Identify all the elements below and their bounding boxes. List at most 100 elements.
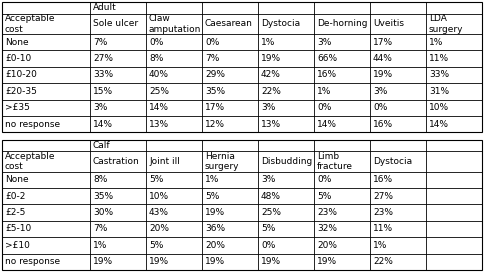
- Text: £10-20: £10-20: [5, 70, 37, 79]
- Text: 13%: 13%: [149, 120, 169, 129]
- Text: Claw
amputation: Claw amputation: [149, 14, 201, 34]
- Text: 33%: 33%: [93, 70, 113, 79]
- Text: 29%: 29%: [205, 70, 225, 79]
- Text: 8%: 8%: [93, 175, 107, 184]
- Text: 11%: 11%: [372, 224, 393, 233]
- Text: Calf: Calf: [93, 141, 110, 150]
- Text: 0%: 0%: [149, 38, 163, 47]
- Text: 0%: 0%: [205, 38, 219, 47]
- Text: 20%: 20%: [149, 224, 168, 233]
- Text: 42%: 42%: [260, 70, 280, 79]
- Text: 3%: 3%: [317, 38, 331, 47]
- Text: None: None: [5, 38, 29, 47]
- Text: Sole ulcer: Sole ulcer: [93, 19, 138, 28]
- Text: 40%: 40%: [149, 70, 168, 79]
- Text: £5-10: £5-10: [5, 224, 31, 233]
- Text: LDA
surgery: LDA surgery: [428, 14, 463, 34]
- Text: 16%: 16%: [317, 70, 336, 79]
- Text: 19%: 19%: [149, 257, 169, 266]
- Text: 17%: 17%: [205, 103, 225, 112]
- Text: 32%: 32%: [317, 224, 336, 233]
- Text: 5%: 5%: [205, 192, 219, 201]
- Text: 33%: 33%: [428, 70, 448, 79]
- Text: 13%: 13%: [260, 120, 281, 129]
- Text: 31%: 31%: [428, 87, 448, 96]
- Text: 1%: 1%: [260, 38, 275, 47]
- Text: Caesarean: Caesarean: [205, 19, 252, 28]
- Text: 7%: 7%: [205, 54, 219, 63]
- Text: 1%: 1%: [428, 38, 442, 47]
- Text: 20%: 20%: [205, 241, 225, 250]
- Text: 0%: 0%: [372, 103, 387, 112]
- Text: 35%: 35%: [93, 192, 113, 201]
- Text: no response: no response: [5, 257, 60, 266]
- Text: Uveitis: Uveitis: [372, 19, 403, 28]
- Text: 0%: 0%: [317, 175, 331, 184]
- Text: 19%: 19%: [260, 54, 281, 63]
- Text: 19%: 19%: [205, 257, 225, 266]
- Text: Adult: Adult: [93, 4, 117, 12]
- Text: 3%: 3%: [93, 103, 107, 112]
- Text: 23%: 23%: [317, 208, 336, 217]
- Text: 8%: 8%: [149, 54, 163, 63]
- Text: >£10: >£10: [5, 241, 30, 250]
- Bar: [2, 2, 481, 132]
- Text: None: None: [5, 175, 29, 184]
- Text: 19%: 19%: [93, 257, 113, 266]
- Text: 48%: 48%: [260, 192, 280, 201]
- Text: Disbudding: Disbudding: [260, 157, 312, 166]
- Text: 44%: 44%: [372, 54, 392, 63]
- Text: 19%: 19%: [260, 257, 281, 266]
- Text: 1%: 1%: [372, 241, 387, 250]
- Text: Limb
fracture: Limb fracture: [317, 152, 352, 171]
- Text: 11%: 11%: [428, 54, 448, 63]
- Text: 25%: 25%: [149, 87, 168, 96]
- Text: 12%: 12%: [205, 120, 225, 129]
- Text: Acceptable
cost: Acceptable cost: [5, 14, 55, 34]
- Text: £2-5: £2-5: [5, 208, 25, 217]
- Text: 19%: 19%: [317, 257, 336, 266]
- Text: 15%: 15%: [93, 87, 113, 96]
- Text: no response: no response: [5, 120, 60, 129]
- Text: 5%: 5%: [260, 224, 275, 233]
- Text: 20%: 20%: [317, 241, 336, 250]
- Text: 0%: 0%: [260, 241, 275, 250]
- Text: 14%: 14%: [149, 103, 168, 112]
- Text: £0-2: £0-2: [5, 192, 25, 201]
- Text: 7%: 7%: [93, 38, 107, 47]
- Text: 7%: 7%: [93, 224, 107, 233]
- Text: 14%: 14%: [93, 120, 113, 129]
- Text: 1%: 1%: [317, 87, 331, 96]
- Text: >£35: >£35: [5, 103, 30, 112]
- Text: 22%: 22%: [372, 257, 392, 266]
- Text: Dystocia: Dystocia: [260, 19, 300, 28]
- Text: 27%: 27%: [93, 54, 113, 63]
- Text: Castration: Castration: [93, 157, 139, 166]
- Text: 16%: 16%: [372, 175, 393, 184]
- Text: 19%: 19%: [205, 208, 225, 217]
- Text: 10%: 10%: [149, 192, 169, 201]
- Text: 3%: 3%: [260, 103, 275, 112]
- Text: 1%: 1%: [93, 241, 107, 250]
- Text: 10%: 10%: [428, 103, 448, 112]
- Text: 3%: 3%: [372, 87, 387, 96]
- Text: 5%: 5%: [149, 241, 163, 250]
- Text: 36%: 36%: [205, 224, 225, 233]
- Text: 25%: 25%: [260, 208, 280, 217]
- Text: 19%: 19%: [372, 70, 393, 79]
- Text: 43%: 43%: [149, 208, 168, 217]
- Text: 66%: 66%: [317, 54, 336, 63]
- Text: 14%: 14%: [317, 120, 336, 129]
- Text: £0-10: £0-10: [5, 54, 31, 63]
- Text: 17%: 17%: [372, 38, 393, 47]
- Text: 0%: 0%: [317, 103, 331, 112]
- Text: Acceptable
cost: Acceptable cost: [5, 152, 55, 171]
- Bar: [2, 140, 481, 270]
- Text: 5%: 5%: [149, 175, 163, 184]
- Text: 3%: 3%: [260, 175, 275, 184]
- Text: 5%: 5%: [317, 192, 331, 201]
- Text: 22%: 22%: [260, 87, 280, 96]
- Text: 1%: 1%: [205, 175, 219, 184]
- Text: Joint ill: Joint ill: [149, 157, 180, 166]
- Text: 30%: 30%: [93, 208, 113, 217]
